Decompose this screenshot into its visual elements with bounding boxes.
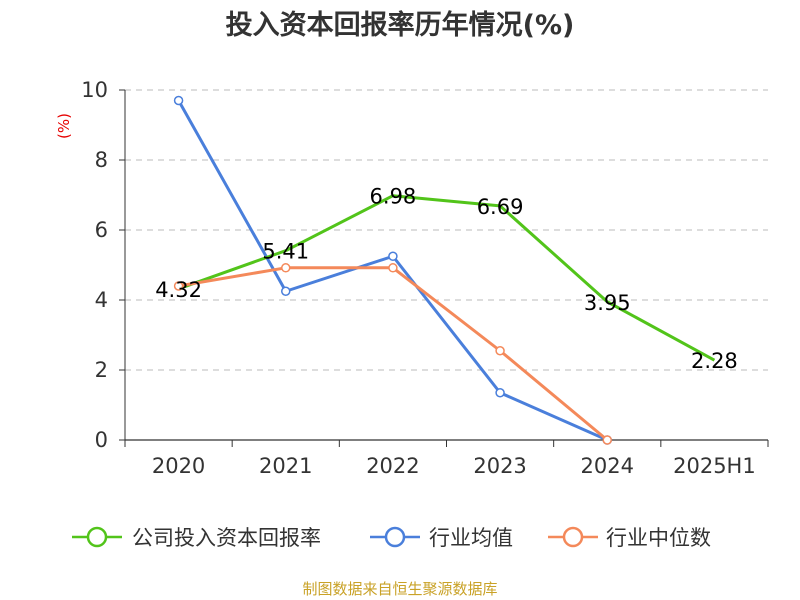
data-label: 3.95 <box>584 291 631 315</box>
chart-title: 投入资本回报率历年情况(%) <box>226 9 575 41</box>
legend-item: 行业中位数 <box>548 526 711 550</box>
legend-item: 公司投入资本回报率 <box>72 526 321 550</box>
data-point <box>173 95 184 106</box>
x-tick-label: 2021 <box>259 454 312 478</box>
legend-label: 行业均值 <box>429 526 513 550</box>
y-tick-label: 6 <box>95 218 108 242</box>
data-point <box>495 388 505 398</box>
data-point <box>602 435 612 445</box>
y-tick-label: 10 <box>81 78 108 102</box>
x-tick-label: 2022 <box>366 454 419 478</box>
legend-label: 公司投入资本回报率 <box>132 526 321 550</box>
series-lines <box>173 95 716 445</box>
y-tick-label: 2 <box>95 358 108 382</box>
data-label: 5.41 <box>262 240 309 264</box>
y-tick-label: 4 <box>95 288 108 312</box>
grid-lines <box>125 89 768 371</box>
legend-marker <box>86 526 108 548</box>
legend-item: 行业均值 <box>370 526 513 550</box>
data-point <box>281 263 291 273</box>
data-label: 4.32 <box>155 278 202 302</box>
x-tick-label: 2023 <box>473 454 526 478</box>
legend: 公司投入资本回报率 行业均值 行业中位数 <box>72 526 711 550</box>
y-axis-label: (%) <box>55 113 73 139</box>
data-labels: 4.32 5.41 6.98 6.69 3.95 2.28 <box>155 185 738 374</box>
x-tick-label: 2025H1 <box>673 454 756 478</box>
legend-label: 行业中位数 <box>606 526 711 550</box>
axes: 0 2 4 6 8 10 2020 2021 2022 2023 2024 2025H1 <box>81 78 769 478</box>
data-label: 6.98 <box>370 185 417 209</box>
data-point <box>495 346 505 356</box>
series-line <box>178 194 716 362</box>
data-point <box>388 251 398 261</box>
data-label: 6.69 <box>477 195 524 219</box>
x-tick-label: 2024 <box>581 454 634 478</box>
data-point <box>173 281 184 291</box>
data-point <box>388 263 398 273</box>
legend-marker <box>562 526 584 548</box>
series-line <box>178 266 609 442</box>
legend-marker <box>384 526 406 548</box>
y-tick-label: 0 <box>95 428 108 452</box>
x-tick-label: 2020 <box>152 454 205 478</box>
data-point <box>281 286 291 296</box>
data-label: 2.28 <box>691 349 738 373</box>
y-tick-label: 8 <box>95 148 108 172</box>
source-note: 制图数据来自恒生聚源数据库 <box>302 580 497 598</box>
